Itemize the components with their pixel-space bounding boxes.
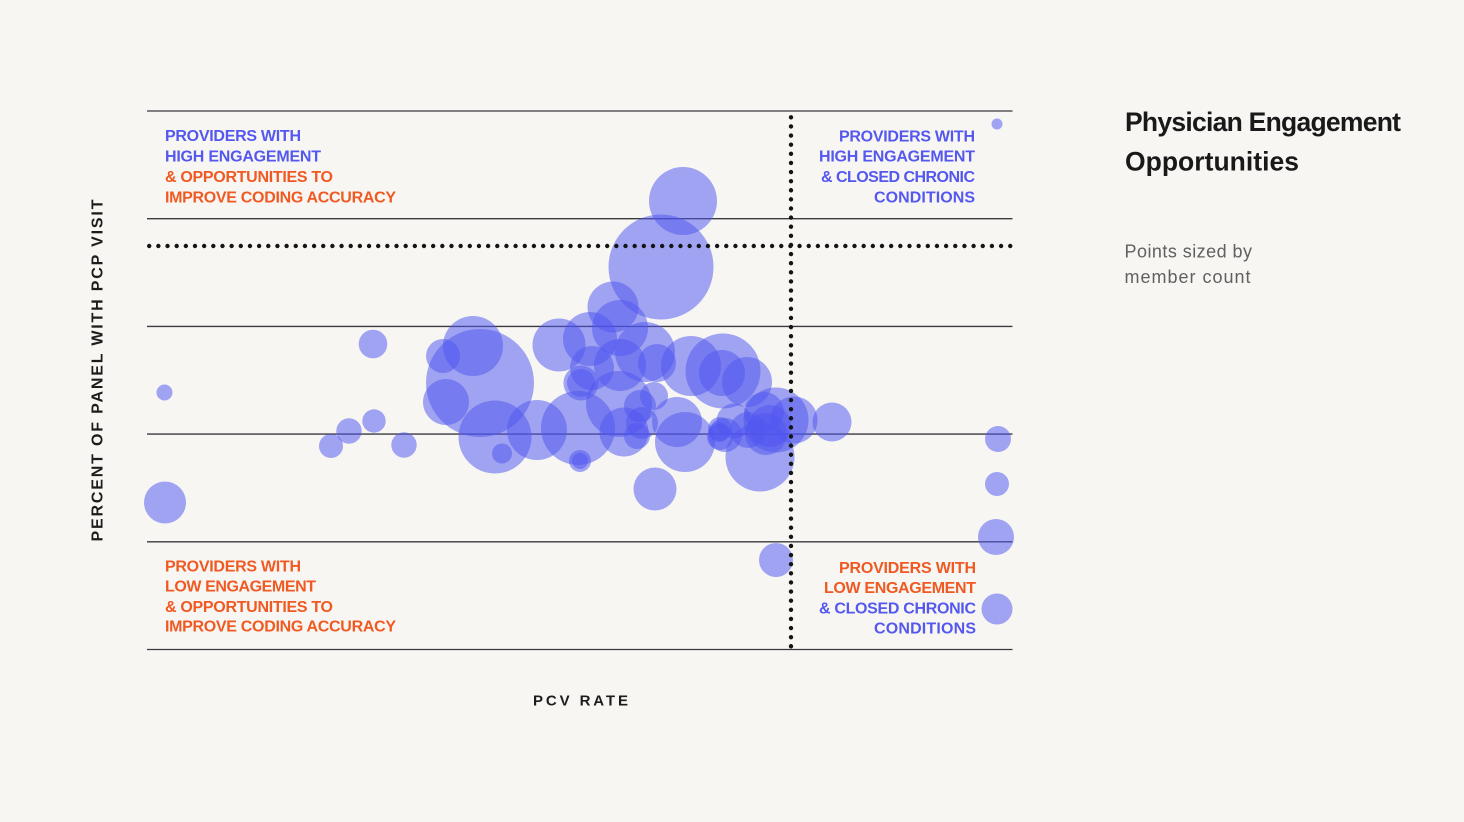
svg-text:PERCENT OF PANEL WITH PCP VISI: PERCENT OF PANEL WITH PCP VISIT bbox=[90, 199, 107, 541]
svg-text:IMPROVE CODING ACCURACY: IMPROVE CODING ACCURACY bbox=[165, 619, 396, 636]
svg-text:Physician Engagement: Physician Engagement bbox=[1125, 107, 1401, 137]
svg-text:Opportunities: Opportunities bbox=[1125, 147, 1299, 177]
svg-text:LOW ENGAGEMENT: LOW ENGAGEMENT bbox=[824, 580, 976, 597]
svg-text:PCV RATE: PCV RATE bbox=[533, 693, 628, 710]
svg-text:HIGH ENGAGEMENT: HIGH ENGAGEMENT bbox=[165, 148, 321, 165]
svg-text:& OPPORTUNITIES TO: & OPPORTUNITIES TO bbox=[165, 599, 333, 616]
svg-text:& CLOSED CHRONIC: & CLOSED CHRONIC bbox=[821, 169, 975, 186]
svg-text:PROVIDERS WITH: PROVIDERS WITH bbox=[165, 128, 301, 145]
svg-text:IMPROVE CODING ACCURACY: IMPROVE CODING ACCURACY bbox=[165, 189, 396, 206]
svg-text:CONDITIONS: CONDITIONS bbox=[874, 190, 975, 207]
svg-text:CONDITIONS: CONDITIONS bbox=[874, 621, 976, 638]
svg-text:Points sized by: Points sized by bbox=[1125, 242, 1253, 262]
svg-text:& OPPORTUNITIES TO: & OPPORTUNITIES TO bbox=[165, 169, 333, 186]
svg-text:& CLOSED CHRONIC: & CLOSED CHRONIC bbox=[819, 601, 976, 618]
svg-text:member count: member count bbox=[1125, 267, 1251, 287]
svg-text:LOW ENGAGEMENT: LOW ENGAGEMENT bbox=[165, 579, 316, 596]
svg-text:HIGH ENGAGEMENT: HIGH ENGAGEMENT bbox=[819, 149, 975, 166]
svg-text:PROVIDERS WITH: PROVIDERS WITH bbox=[839, 560, 976, 577]
svg-text:PROVIDERS WITH: PROVIDERS WITH bbox=[839, 129, 975, 146]
svg-text:PROVIDERS WITH: PROVIDERS WITH bbox=[165, 559, 301, 576]
